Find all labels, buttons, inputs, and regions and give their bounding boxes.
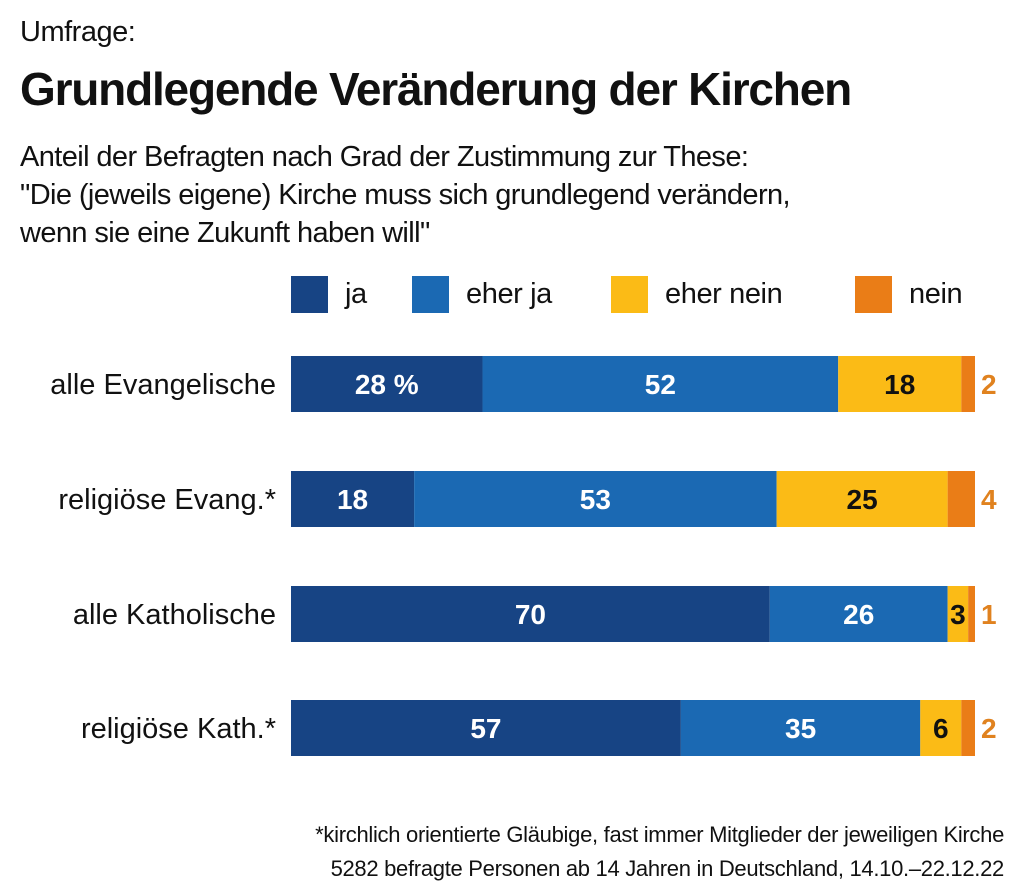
legend-label: eher ja xyxy=(466,278,552,310)
bar-segment-eher-nein xyxy=(838,356,962,412)
bar-segment-nein xyxy=(968,586,975,642)
legend-label: ja xyxy=(345,278,367,310)
subtitle-line: Anteil der Befragten nach Grad der Zusti… xyxy=(20,141,749,173)
legend-swatch-eher-ja xyxy=(412,276,449,313)
kicker: Umfrage: xyxy=(20,16,136,48)
bar-segment-nein xyxy=(961,700,975,756)
data-label: 2 xyxy=(981,369,997,400)
data-label: 3 xyxy=(950,599,966,630)
category-label: alle Katholische xyxy=(73,599,276,631)
bar-row: alle Katholische 70 26 3 1 xyxy=(73,586,997,642)
category-label: religiöse Evang.* xyxy=(58,484,276,516)
bar-segment-eher-ja xyxy=(414,471,777,527)
data-label: 25 xyxy=(847,484,878,515)
category-label: alle Evangelische xyxy=(50,369,276,401)
bar-row: alle Evangelische 28 % 52 18 2 xyxy=(50,356,997,412)
legend-item-eher-ja: eher ja xyxy=(412,276,552,313)
legend-item-nein: nein xyxy=(855,276,963,313)
data-label: 52 xyxy=(645,369,676,400)
data-label: 57 xyxy=(470,713,501,744)
bar-segment-ja xyxy=(291,700,681,756)
chart-subtitle: Anteil der Befragten nach Grad der Zusti… xyxy=(20,138,791,252)
data-label: 70 xyxy=(515,599,546,630)
legend-label: eher nein xyxy=(665,278,783,310)
bar-segment-eher-nein xyxy=(920,700,962,756)
bar-segment-ja xyxy=(291,586,770,642)
legend-swatch-nein xyxy=(855,276,892,313)
subtitle-line: "Die (jeweils eigene) Kirche muss sich g… xyxy=(20,179,791,211)
bar-segment-ja xyxy=(291,471,415,527)
bar-segment-nein xyxy=(961,356,975,412)
bar-segment-eher-ja xyxy=(482,356,839,412)
legend-item-ja: ja xyxy=(291,276,367,313)
footnote-line: 5282 befragte Personen ab 14 Jahren in D… xyxy=(330,856,1005,881)
bar-segment-eher-ja xyxy=(769,586,948,642)
data-label: 26 xyxy=(843,599,874,630)
bar-row: religiöse Evang.* 18 53 25 4 xyxy=(58,471,997,527)
data-label: 18 xyxy=(884,369,915,400)
data-label: 4 xyxy=(981,484,997,515)
legend-label: nein xyxy=(909,278,963,310)
data-label: 28 % xyxy=(355,369,419,400)
bar-segment-eher-nein xyxy=(947,586,969,642)
bar-row: religiöse Kath.* 57 35 6 2 xyxy=(81,700,997,756)
subtitle-line: wenn sie eine Zukunft haben will" xyxy=(20,217,430,249)
footnote: *kirchlich orientierte Gläubige, fast im… xyxy=(315,818,1004,886)
legend: ja eher ja eher nein nein xyxy=(291,276,991,316)
data-label: 18 xyxy=(337,484,368,515)
bar-segment-eher-ja xyxy=(680,700,921,756)
data-label: 6 xyxy=(933,713,949,744)
bar-segment-ja xyxy=(291,356,483,412)
data-label: 53 xyxy=(580,484,611,515)
bar-segment-eher-nein xyxy=(776,471,948,527)
bar-segment-nein xyxy=(947,471,975,527)
data-label: 35 xyxy=(785,713,816,744)
legend-swatch-ja xyxy=(291,276,328,313)
chart-title: Grundlegende Veränderung der Kirchen xyxy=(20,63,852,115)
data-label: 1 xyxy=(981,599,997,630)
data-label: 2 xyxy=(981,713,997,744)
legend-swatch-eher-nein xyxy=(611,276,648,313)
category-label: religiöse Kath.* xyxy=(81,713,276,745)
legend-item-eher-nein: eher nein xyxy=(611,276,783,313)
footnote-line: *kirchlich orientierte Gläubige, fast im… xyxy=(315,822,1004,847)
